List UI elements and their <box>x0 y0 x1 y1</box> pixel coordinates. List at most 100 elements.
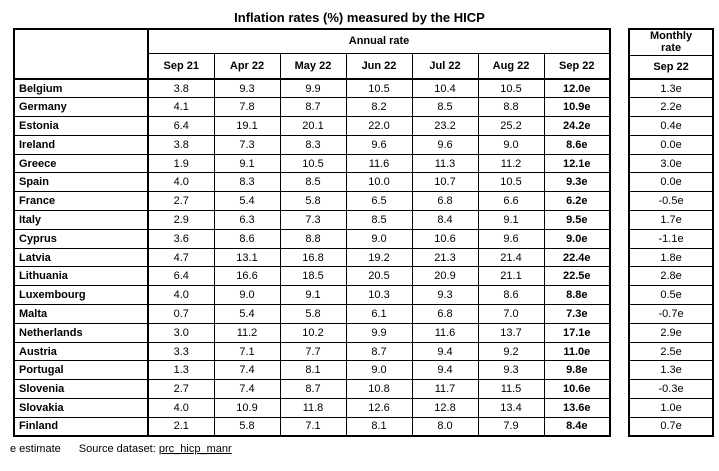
annual-value: 9.9 <box>345 322 413 343</box>
monthly-value: 1.3e <box>628 360 714 381</box>
annual-value: 8.1 <box>279 360 347 381</box>
annual-value: 8.8 <box>279 228 347 249</box>
annual-value: 13.1 <box>213 247 281 268</box>
monthly-table-row: 1.0e <box>628 398 714 418</box>
monthly-value: 1.7e <box>628 210 714 230</box>
annual-value: 12.6 <box>345 398 413 418</box>
monthly-value: 0.5e <box>628 285 714 306</box>
annual-value: 10.5 <box>477 78 545 99</box>
annual-latest-value: 22.4e <box>543 247 611 268</box>
monthly-table-row: 2.9e <box>628 322 714 343</box>
annual-value: 10.7 <box>411 172 479 193</box>
country-label: Latvia <box>13 247 149 268</box>
annual-value: 16.6 <box>213 266 281 287</box>
annual-value: 9.0 <box>213 285 281 306</box>
monthly-value: -0.5e <box>628 191 714 212</box>
annual-value: 8.1 <box>345 416 413 437</box>
estimate-footnote: e estimate <box>10 443 61 456</box>
tables-area: Annual rate Sep 21 Apr 22 May 22 Jun 22 … <box>13 28 719 438</box>
monthly-value: 2.2e <box>628 97 714 118</box>
annual-value: 8.6 <box>213 228 281 249</box>
annual-value: 6.4 <box>147 116 215 136</box>
country-label: Belgium <box>13 78 149 99</box>
country-label: Slovakia <box>13 398 149 418</box>
annual-value: 0.7 <box>147 304 215 324</box>
annual-value: 20.1 <box>279 116 347 136</box>
table-row: Portugal 1.3 7.4 8.1 9.0 9.4 9.3 9.8e <box>13 360 611 381</box>
annual-rate-header: Annual rate <box>147 28 611 54</box>
annual-latest-value: 12.0e <box>543 78 611 99</box>
annual-latest-value: 22.5e <box>543 266 611 287</box>
annual-value: 16.8 <box>279 247 347 268</box>
annual-value: 9.6 <box>345 134 413 155</box>
annual-value: 5.4 <box>213 191 281 212</box>
annual-value: 9.1 <box>477 210 545 230</box>
annual-value: 11.2 <box>477 153 545 174</box>
country-label: Luxembourg <box>13 285 149 306</box>
annual-value: 9.0 <box>345 228 413 249</box>
annual-rate-table: Annual rate Sep 21 Apr 22 May 22 Jun 22 … <box>13 28 612 438</box>
annual-value: 9.3 <box>477 360 545 381</box>
table-row: France 2.7 5.4 5.8 6.5 6.8 6.6 6.2e <box>13 191 611 212</box>
country-label: Portugal <box>13 360 149 381</box>
monthly-value: 1.0e <box>628 398 714 418</box>
annual-value: 10.2 <box>279 322 347 343</box>
annual-value: 21.3 <box>411 247 479 268</box>
annual-value: 1.9 <box>147 153 215 174</box>
page-title: Inflation rates (%) measured by the HICP <box>234 10 485 25</box>
monthly-rate-header: Monthly rate <box>628 28 714 56</box>
corner-cell <box>13 28 149 80</box>
monthly-value: 0.0e <box>628 172 714 193</box>
annual-value: 11.7 <box>411 379 479 400</box>
table-row: Austria 3.3 7.1 7.7 8.7 9.4 9.2 11.0e <box>13 341 611 362</box>
month-header-row: Sep 21 Apr 22 May 22 Jun 22 Jul 22 Aug 2… <box>14 52 611 80</box>
monthly-column-header-sep22: Sep 22 <box>628 54 714 80</box>
annual-value: 7.1 <box>213 341 281 362</box>
annual-value: 9.3 <box>213 78 281 99</box>
annual-value: 7.7 <box>279 341 347 362</box>
annual-value: 8.7 <box>345 341 413 362</box>
monthly-table-row: 0.0e <box>628 134 714 155</box>
monthly-table-row: -0.5e <box>628 191 714 212</box>
annual-value: 9.6 <box>411 134 479 155</box>
annual-value: 8.7 <box>279 97 347 118</box>
annual-latest-value: 9.3e <box>543 172 611 193</box>
column-header-sep21: Sep 21 <box>147 52 215 80</box>
annual-value: 1.3 <box>147 360 215 381</box>
monthly-table-row: 2.8e <box>628 266 714 287</box>
annual-value: 9.4 <box>411 341 479 362</box>
annual-table-body: Belgium 3.8 9.3 9.9 10.5 10.4 10.5 12.0e Germany… <box>13 78 611 437</box>
annual-latest-value: 8.4e <box>543 416 611 437</box>
annual-value: 8.4 <box>411 210 479 230</box>
table-row: Lithuania 6.4 16.6 18.5 20.5 20.9 21.1 22.5e <box>13 266 611 287</box>
annual-value: 10.5 <box>345 78 413 99</box>
annual-value: 12.8 <box>411 398 479 418</box>
annual-value: 3.6 <box>147 228 215 249</box>
annual-value: 11.6 <box>345 153 413 174</box>
annual-value: 7.4 <box>213 379 281 400</box>
annual-value: 10.5 <box>279 153 347 174</box>
monthly-table-body: 1.3e 2.2e 0.4e 0.0e 3.0e 0.0e -0.5e 1.7e -1.1e 1.… <box>628 78 714 437</box>
annual-value: 8.0 <box>411 416 479 437</box>
annual-value: 7.0 <box>477 304 545 324</box>
annual-value: 6.8 <box>411 191 479 212</box>
column-header-sep22: Sep 22 <box>543 52 611 80</box>
annual-latest-value: 9.8e <box>543 360 611 381</box>
annual-value: 5.8 <box>213 416 281 437</box>
annual-value: 7.8 <box>213 97 281 118</box>
monthly-value: 0.0e <box>628 134 714 155</box>
source-dataset-link[interactable]: prc_hicp_manr <box>158 443 232 456</box>
annual-value: 5.8 <box>279 304 347 324</box>
annual-value: 8.2 <box>345 97 413 118</box>
annual-latest-value: 9.0e <box>543 228 611 249</box>
annual-value: 10.5 <box>477 172 545 193</box>
monthly-rate-table: Monthly rate Sep 22 1.3e 2.2e 0.4e 0.0e 3.0e… <box>628 28 715 438</box>
annual-value: 11.3 <box>411 153 479 174</box>
monthly-table-row: 0.5e <box>628 285 714 306</box>
annual-latest-value: 11.0e <box>543 341 611 362</box>
country-label: Netherlands <box>13 322 149 343</box>
annual-value: 7.4 <box>213 360 281 381</box>
monthly-value: -0.3e <box>628 379 714 400</box>
table-row: Luxembourg 4.0 9.0 9.1 10.3 9.3 8.6 8.8e <box>13 285 611 306</box>
annual-value: 8.5 <box>345 210 413 230</box>
